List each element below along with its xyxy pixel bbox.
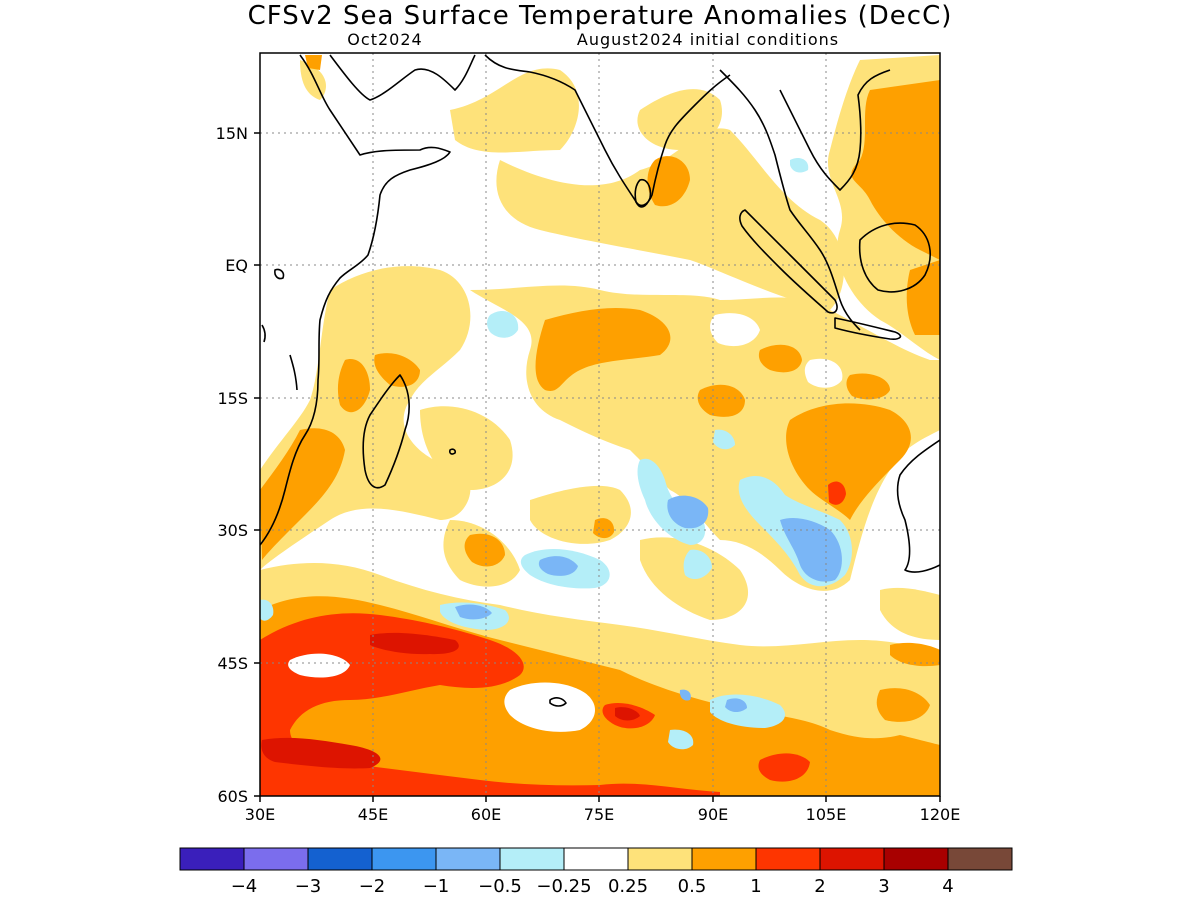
color-legend-labels: −4 −3 −2 −1 −0.5 −0.25 0.25 0.5 1 2 3 4 xyxy=(231,876,954,897)
legend-swatch xyxy=(627,847,693,871)
lat-tick-label: 15S xyxy=(217,389,248,408)
latitude-labels: 15N EQ 15S 30S 45S 60S xyxy=(216,124,248,806)
legend-swatch xyxy=(819,847,885,871)
map-gridlines xyxy=(260,53,940,796)
legend-label: −0.5 xyxy=(478,876,522,897)
legend-label: 0.5 xyxy=(678,876,707,897)
legend-label: −1 xyxy=(423,876,450,897)
lon-tick-label: 75E xyxy=(584,805,614,824)
lon-tick-label: 30E xyxy=(245,805,275,824)
lat-tick-label: 15N xyxy=(216,124,248,143)
legend-label: 3 xyxy=(878,876,889,897)
map-plot-area xyxy=(260,53,940,796)
legend-swatch xyxy=(499,847,565,871)
map-frame xyxy=(259,52,941,797)
lat-tick-label: EQ xyxy=(225,256,248,275)
color-legend xyxy=(179,847,1013,871)
legend-label: 4 xyxy=(942,876,953,897)
longitude-labels: 30E 45E 60E 75E 90E 105E 120E xyxy=(245,805,961,824)
legend-label: −2 xyxy=(359,876,386,897)
legend-swatch xyxy=(307,847,373,871)
legend-swatch xyxy=(371,847,437,871)
lat-tick-label: 60S xyxy=(217,787,248,806)
legend-swatch xyxy=(179,847,245,871)
legend-label: 0.25 xyxy=(608,876,648,897)
forecast-month-label: Oct2024 xyxy=(347,30,422,49)
legend-swatch xyxy=(563,847,629,871)
legend-swatch xyxy=(691,847,757,871)
coastlines xyxy=(260,54,940,707)
map-title: CFSv2 Sea Surface Temperature Anomalies … xyxy=(248,1,953,31)
axis-ticks xyxy=(254,132,941,802)
legend-swatch xyxy=(243,847,309,871)
lon-tick-label: 90E xyxy=(698,805,728,824)
lon-tick-label: 120E xyxy=(920,805,961,824)
legend-label: 2 xyxy=(814,876,825,897)
legend-label: −3 xyxy=(295,876,322,897)
legend-swatch xyxy=(947,847,1013,871)
anomaly-field-neutral xyxy=(288,313,843,732)
legend-swatch xyxy=(435,847,501,871)
anomaly-field-1 xyxy=(260,481,846,796)
legend-label: 1 xyxy=(750,876,761,897)
lon-tick-label: 60E xyxy=(471,805,501,824)
lon-tick-label: 105E xyxy=(806,805,847,824)
lat-tick-label: 30S xyxy=(217,521,248,540)
anomaly-field-2 xyxy=(261,632,640,769)
legend-label: −0.25 xyxy=(536,876,591,897)
lat-tick-label: 45S xyxy=(217,654,248,673)
legend-swatch xyxy=(883,847,949,871)
initial-conditions-label: August2024 initial conditions xyxy=(577,30,839,49)
legend-swatch xyxy=(755,847,821,871)
lon-tick-label: 45E xyxy=(358,805,388,824)
legend-label: −4 xyxy=(231,876,258,897)
